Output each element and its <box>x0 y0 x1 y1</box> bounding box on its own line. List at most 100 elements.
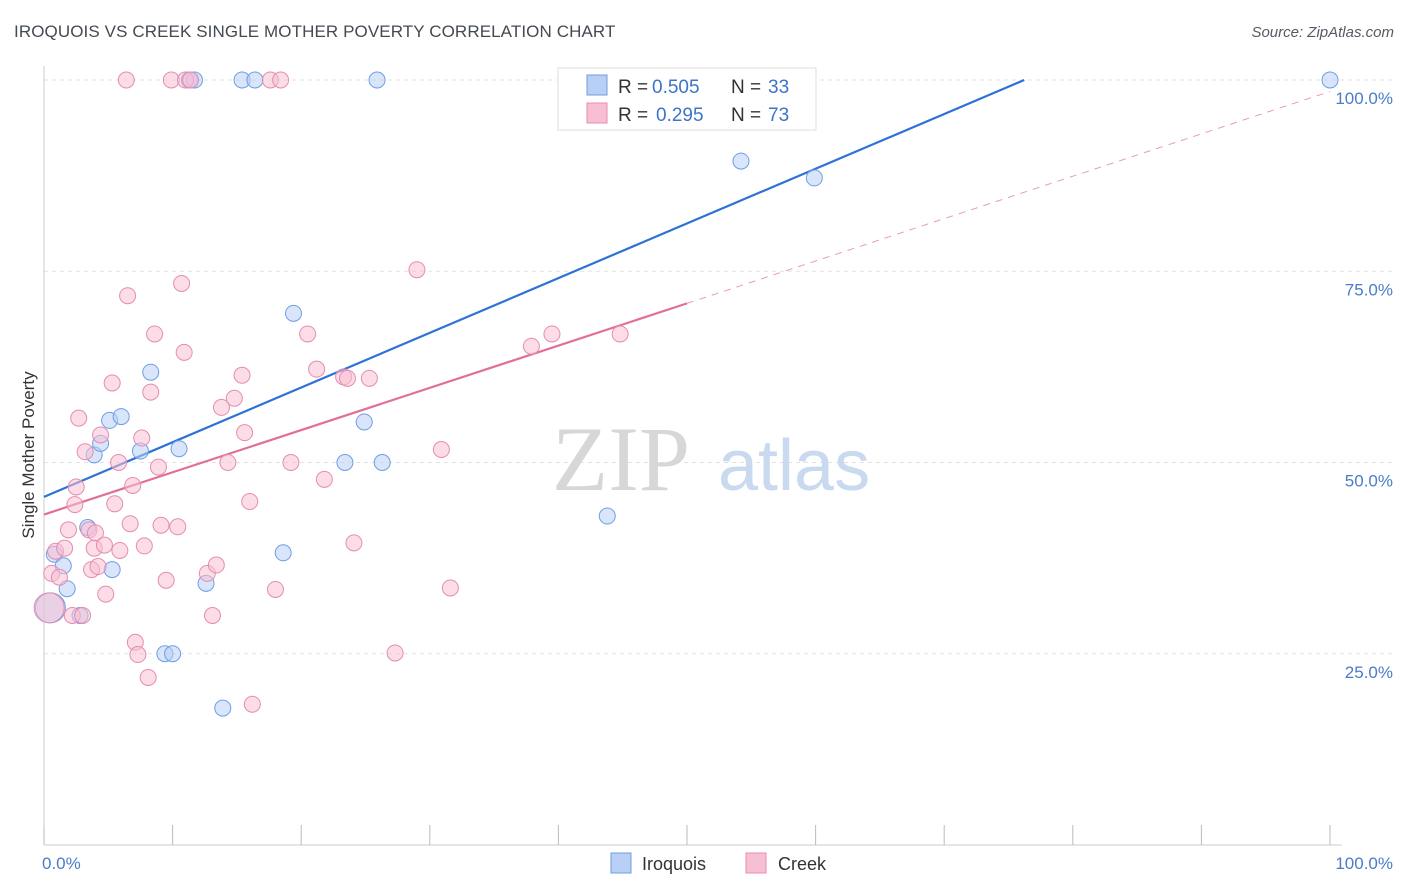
point-creek <box>315 470 333 488</box>
point-creek <box>441 579 459 597</box>
legend-r-value-1: 0.505 <box>652 77 700 98</box>
point-creek <box>432 440 450 458</box>
point-iroquois <box>246 71 264 89</box>
legend-swatch-iroquois <box>586 74 608 96</box>
point-iroquois <box>805 169 823 187</box>
legend-r-label-1: R = <box>618 77 648 98</box>
point-creek <box>243 695 261 713</box>
point-creek <box>241 493 259 511</box>
y-axis-label: Single Mother Poverty <box>19 371 38 539</box>
trend-line-creek <box>43 302 688 516</box>
point-creek <box>543 325 561 343</box>
point-creek <box>308 360 326 378</box>
point-creek <box>70 409 88 427</box>
point-creek <box>50 568 68 586</box>
y-tick-label: 100.0% <box>1335 89 1393 108</box>
y-tick-label: 50.0% <box>1345 472 1393 491</box>
point-creek <box>408 261 426 279</box>
point-creek <box>225 389 243 407</box>
point-iroquois <box>274 544 292 562</box>
legend-r-value-2: 0.295 <box>656 105 704 126</box>
point-creek <box>117 71 135 89</box>
point-creek <box>110 454 128 471</box>
point-creek <box>135 537 153 555</box>
point-creek <box>133 429 151 447</box>
point-creek <box>124 476 142 494</box>
point-iroquois <box>598 507 616 525</box>
trend-extension-creek <box>686 91 1331 304</box>
point-creek <box>236 424 254 442</box>
chart-title: IROQUOIS VS CREEK SINGLE MOTHER POVERTY … <box>14 22 616 41</box>
legend-swatch-creek <box>586 102 608 124</box>
point-iroquois <box>103 561 121 579</box>
point-creek <box>146 325 164 343</box>
point-creek <box>299 325 317 343</box>
point-creek <box>203 607 221 624</box>
y-tick-labels: 25.0% 50.0% 75.0% 100.0% <box>1335 89 1393 682</box>
point-creek <box>139 668 157 686</box>
trend-lines <box>43 78 1331 516</box>
grid-lines <box>44 79 1392 655</box>
point-creek <box>95 536 113 554</box>
point-creek <box>76 443 94 461</box>
point-iroquois <box>284 304 302 322</box>
data-points <box>33 71 1339 717</box>
point-creek <box>233 366 251 384</box>
bottom-legend-swatch-creek <box>745 852 767 874</box>
source-label: Source: ZipAtlas.com <box>1251 24 1394 41</box>
point-creek <box>59 521 77 539</box>
point-creek <box>219 454 237 471</box>
x-tick-label: 0.0% <box>42 854 81 873</box>
point-creek <box>121 515 139 533</box>
point-creek <box>56 539 74 557</box>
x-tick-label: 100.0% <box>1335 854 1393 873</box>
point-creek <box>360 369 378 387</box>
point-iroquois <box>355 413 373 431</box>
point-creek <box>74 607 92 624</box>
bottom-legend: Iroquois Creek <box>610 852 827 874</box>
y-tick-label: 75.0% <box>1345 280 1393 299</box>
point-creek <box>142 383 160 401</box>
point-creek <box>386 644 404 662</box>
point-creek <box>97 585 115 603</box>
point-creek <box>106 495 124 513</box>
point-creek <box>266 580 284 598</box>
point-creek <box>152 516 170 534</box>
point-creek <box>103 374 121 392</box>
point-iroquois <box>112 408 130 426</box>
point-creek <box>66 496 84 514</box>
point-creek <box>149 458 167 476</box>
legend-n-value-1: 33 <box>768 77 789 98</box>
point-creek <box>67 478 85 496</box>
point-creek <box>338 369 356 387</box>
watermark-atlas: atlas <box>718 426 870 506</box>
point-iroquois <box>164 645 182 663</box>
legend-r-label-2: R = <box>618 105 648 126</box>
trend-line-iroquois <box>43 78 1025 498</box>
point-creek <box>282 454 300 471</box>
point-iroquois <box>170 440 188 458</box>
point-iroquois <box>214 699 232 717</box>
point-creek <box>522 337 540 355</box>
point-creek <box>169 518 187 536</box>
point-creek <box>175 343 193 361</box>
stats-legend: R = 0.505 N = 33 R = 0.295 N = 73 <box>557 67 817 131</box>
point-creek <box>173 274 191 292</box>
y-tick-label: 25.0% <box>1345 663 1393 682</box>
point-iroquois <box>336 454 354 471</box>
legend-n-value-2: 73 <box>768 105 789 126</box>
axes <box>43 66 1342 846</box>
point-creek <box>207 556 225 574</box>
watermark-zip: ZIP <box>552 408 690 510</box>
point-creek <box>162 71 180 89</box>
point-creek <box>89 558 107 576</box>
point-creek <box>182 71 200 89</box>
point-iroquois <box>142 363 160 381</box>
point-creek <box>33 592 65 624</box>
point-creek <box>611 325 629 343</box>
point-creek <box>129 646 147 664</box>
bottom-legend-swatch-iroquois <box>610 852 632 874</box>
point-creek <box>111 541 129 559</box>
point-iroquois <box>732 152 750 170</box>
